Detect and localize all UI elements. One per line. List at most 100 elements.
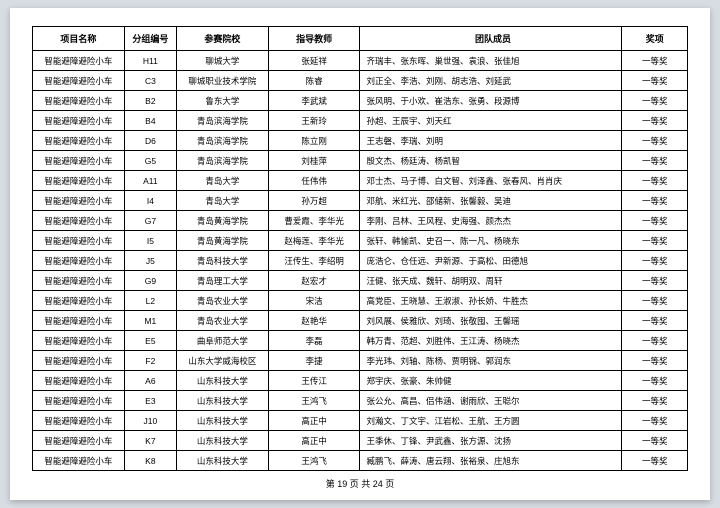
cell-group: M1 [124, 311, 176, 331]
cell-award: 一等奖 [622, 151, 688, 171]
cell-group: K8 [124, 451, 176, 471]
cell-award: 一等奖 [622, 371, 688, 391]
table-row: 智能避障避险小车C3聊城职业技术学院陈睿刘正全、李浩、刘刚、胡志浩、刘延武一等奖 [33, 71, 688, 91]
cell-school: 青岛滨海学院 [177, 151, 269, 171]
table-row: 智能避障避险小车K7山东科技大学高正中王季休、丁锋、尹武鑫、张方源、沈扬一等奖 [33, 431, 688, 451]
cell-name: 智能避障避险小车 [33, 191, 125, 211]
cell-team: 刘正全、李浩、刘刚、胡志浩、刘延武 [360, 71, 622, 91]
table-row: 智能避障避险小车G9青岛理工大学赵宏才汪健、张天成、魏轩、胡明双、周轩一等奖 [33, 271, 688, 291]
table-row: 智能避障避险小车G5青岛滨海学院刘桂萍殷文杰、杨廷涛、杨凯智一等奖 [33, 151, 688, 171]
table-row: 智能避障避险小车J5青岛科技大学汪传生、李绍明庞浩仑、仓任远、尹新源、于高松、田… [33, 251, 688, 271]
cell-name: 智能避障避险小车 [33, 431, 125, 451]
cell-team: 刘瀚文、丁文宇、江岩松、王航、王方圆 [360, 411, 622, 431]
cell-award: 一等奖 [622, 91, 688, 111]
table-row: 智能避障避险小车M1青岛农业大学赵艳华刘风展、侯雅欣、刘琦、张敬囤、王馨瑶一等奖 [33, 311, 688, 331]
cell-teacher: 汪传生、李绍明 [268, 251, 360, 271]
cell-name: 智能避障避险小车 [33, 171, 125, 191]
cell-award: 一等奖 [622, 311, 688, 331]
cell-school: 山东科技大学 [177, 451, 269, 471]
cell-team: 臧鹏飞、薛涛、唐云翔、张裕泉、庄旭东 [360, 451, 622, 471]
table-row: 智能避障避险小车F2山东大学威海校区李捷李光玮、刘轴、陈杨、贾明锦、郭润东一等奖 [33, 351, 688, 371]
cell-group: D6 [124, 131, 176, 151]
cell-teacher: 李捷 [268, 351, 360, 371]
table-row: 智能避障避险小车H11聊城大学张延祥齐瑞丰、张东晖、巢世强、袁浪、张佳旭一等奖 [33, 51, 688, 71]
header-group: 分组编号 [124, 27, 176, 51]
cell-award: 一等奖 [622, 231, 688, 251]
cell-team: 张风明、于小欢、崔浩东、张勇、段源博 [360, 91, 622, 111]
cell-school: 曲阜师范大学 [177, 331, 269, 351]
cell-name: 智能避障避险小车 [33, 371, 125, 391]
cell-group: E5 [124, 331, 176, 351]
cell-group: G5 [124, 151, 176, 171]
table-row: 智能避障避险小车K8山东科技大学王鸿飞臧鹏飞、薛涛、唐云翔、张裕泉、庄旭东一等奖 [33, 451, 688, 471]
table-row: 智能避障避险小车J10山东科技大学高正中刘瀚文、丁文宇、江岩松、王航、王方圆一等… [33, 411, 688, 431]
cell-name: 智能避障避险小车 [33, 391, 125, 411]
cell-school: 山东科技大学 [177, 371, 269, 391]
cell-teacher: 李磊 [268, 331, 360, 351]
cell-school: 青岛农业大学 [177, 311, 269, 331]
cell-school: 聊城职业技术学院 [177, 71, 269, 91]
cell-award: 一等奖 [622, 291, 688, 311]
cell-name: 智能避障避险小车 [33, 311, 125, 331]
cell-name: 智能避障避险小车 [33, 51, 125, 71]
cell-school: 青岛大学 [177, 171, 269, 191]
cell-teacher: 王新玲 [268, 111, 360, 131]
cell-teacher: 宋洁 [268, 291, 360, 311]
table-row: 智能避障避险小车E5曲阜师范大学李磊韩万青、范超、刘胜伟、王江涛、杨晓杰一等奖 [33, 331, 688, 351]
cell-school: 山东科技大学 [177, 391, 269, 411]
table-body: 智能避障避险小车H11聊城大学张延祥齐瑞丰、张东晖、巢世强、袁浪、张佳旭一等奖智… [33, 51, 688, 471]
cell-teacher: 王传江 [268, 371, 360, 391]
cell-group: H11 [124, 51, 176, 71]
cell-team: 殷文杰、杨廷涛、杨凯智 [360, 151, 622, 171]
cell-teacher: 曹爱霞、李华光 [268, 211, 360, 231]
cell-school: 青岛滨海学院 [177, 111, 269, 131]
cell-team: 王季休、丁锋、尹武鑫、张方源、沈扬 [360, 431, 622, 451]
cell-award: 一等奖 [622, 131, 688, 151]
cell-award: 一等奖 [622, 351, 688, 371]
cell-award: 一等奖 [622, 411, 688, 431]
cell-team: 孙超、王辰宇、刘天红 [360, 111, 622, 131]
cell-name: 智能避障避险小车 [33, 211, 125, 231]
cell-group: A6 [124, 371, 176, 391]
cell-teacher: 高正中 [268, 431, 360, 451]
table-row: 智能避障避险小车I4青岛大学孙万超邓航、米红光、邵储新、张馨毅、吴迪一等奖 [33, 191, 688, 211]
header-name: 项目名称 [33, 27, 125, 51]
cell-name: 智能避障避险小车 [33, 91, 125, 111]
cell-group: E3 [124, 391, 176, 411]
cell-teacher: 刘桂萍 [268, 151, 360, 171]
cell-school: 聊城大学 [177, 51, 269, 71]
cell-name: 智能避障避险小车 [33, 111, 125, 131]
cell-school: 青岛科技大学 [177, 251, 269, 271]
header-team: 团队成员 [360, 27, 622, 51]
cell-team: 汪健、张天成、魏轩、胡明双、周轩 [360, 271, 622, 291]
cell-team: 齐瑞丰、张东晖、巢世强、袁浪、张佳旭 [360, 51, 622, 71]
cell-group: L2 [124, 291, 176, 311]
competition-table: 项目名称 分组编号 参赛院校 指导教师 团队成员 奖项 智能避障避险小车H11聊… [32, 26, 688, 471]
header-school: 参赛院校 [177, 27, 269, 51]
cell-name: 智能避障避险小车 [33, 151, 125, 171]
cell-group: F2 [124, 351, 176, 371]
document-page: 项目名称 分组编号 参赛院校 指导教师 团队成员 奖项 智能避障避险小车H11聊… [10, 8, 710, 500]
header-teacher: 指导教师 [268, 27, 360, 51]
cell-school: 青岛大学 [177, 191, 269, 211]
cell-teacher: 张延祥 [268, 51, 360, 71]
cell-teacher: 赵宏才 [268, 271, 360, 291]
cell-award: 一等奖 [622, 111, 688, 131]
cell-school: 青岛黄海学院 [177, 211, 269, 231]
table-row: 智能避障避险小车I5青岛黄海学院赵梅莲、李华光张轩、韩愉凯、史召一、陈一凡、杨晓… [33, 231, 688, 251]
cell-group: G7 [124, 211, 176, 231]
cell-teacher: 李武斌 [268, 91, 360, 111]
table-row: 智能避障避险小车D6青岛滨海学院陈立刚王志磐、李瑞、刘明一等奖 [33, 131, 688, 151]
cell-group: I5 [124, 231, 176, 251]
cell-group: C3 [124, 71, 176, 91]
cell-name: 智能避障避险小车 [33, 351, 125, 371]
cell-school: 青岛理工大学 [177, 271, 269, 291]
cell-name: 智能避障避险小车 [33, 291, 125, 311]
cell-teacher: 陈睿 [268, 71, 360, 91]
cell-award: 一等奖 [622, 51, 688, 71]
cell-award: 一等奖 [622, 71, 688, 91]
cell-name: 智能避障避险小车 [33, 131, 125, 151]
cell-team: 庞浩仑、仓任远、尹新源、于高松、田德旭 [360, 251, 622, 271]
cell-school: 山东科技大学 [177, 431, 269, 451]
table-row: 智能避障避险小车B2鲁东大学李武斌张风明、于小欢、崔浩东、张勇、段源博一等奖 [33, 91, 688, 111]
